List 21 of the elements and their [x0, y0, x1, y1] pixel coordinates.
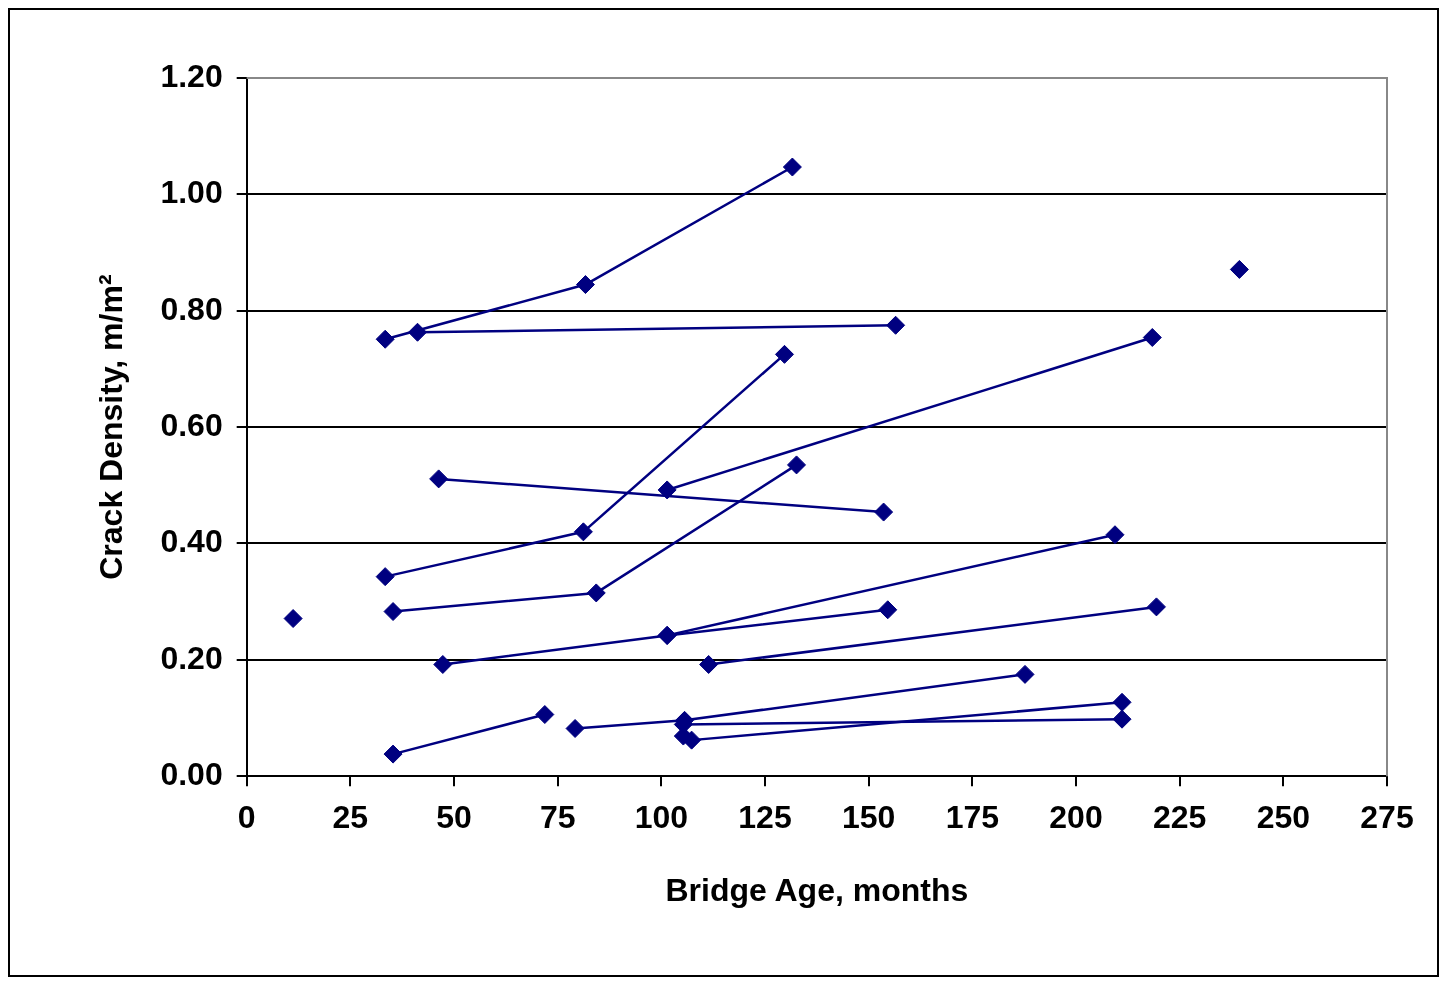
y-tick-label: 0.00: [160, 756, 223, 793]
x-tick-label: 200: [1049, 799, 1103, 836]
x-tick-label: 75: [539, 799, 576, 836]
x-tick-label: 50: [436, 799, 472, 836]
y-tick-label: 0.80: [160, 290, 223, 327]
x-tick-label: 225: [1152, 799, 1207, 836]
y-tick-label: 0.60: [160, 406, 223, 443]
x-tick-label: 275: [1360, 799, 1414, 836]
x-tick-label: 125: [738, 799, 792, 836]
x-tick-label: 0: [237, 799, 256, 836]
y-tick-label: 0.40: [160, 523, 223, 560]
y-tick-label: 0.20: [160, 639, 223, 676]
y-axis-title: Crack Density, m/m²: [93, 274, 130, 580]
y-tick-label: 1.00: [160, 174, 223, 211]
y-tick-label: 1.20: [160, 57, 223, 94]
x-tick-label: 150: [841, 799, 896, 836]
x-tick-label: 100: [634, 799, 689, 836]
x-axis-title: Bridge Age, months: [665, 871, 969, 908]
x-tick-label: 25: [332, 799, 369, 836]
x-tick-label: 250: [1256, 799, 1311, 836]
x-tick-label: 175: [945, 799, 1000, 836]
